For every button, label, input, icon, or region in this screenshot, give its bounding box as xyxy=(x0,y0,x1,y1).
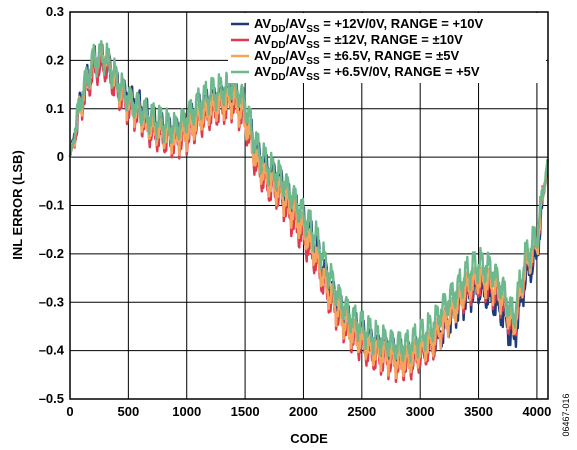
x-tick-label: 2000 xyxy=(289,404,318,419)
legend-label-part: AV xyxy=(254,32,271,47)
legend-label-part: SS xyxy=(306,72,320,83)
legend-label-part: DD xyxy=(271,72,285,83)
legend-label-part: DD xyxy=(271,24,285,35)
legend-label-part: SS xyxy=(306,56,320,67)
x-tick-label: 3000 xyxy=(406,404,435,419)
y-tick-label: –0.1 xyxy=(39,198,64,213)
legend-label-part: AV xyxy=(254,64,271,79)
legend-label-part: = ±6.5V, RANGE = ±5V xyxy=(320,48,460,63)
legend-label-part: /AV xyxy=(286,32,307,47)
x-tick-labels: 0 500 1000 1500 2000 2500 3000 3500 4000 xyxy=(66,404,551,419)
legend-label-part: = ±12V, RANGE = ±10V xyxy=(320,32,463,47)
y-tick-label: 0.1 xyxy=(46,101,64,116)
y-tick-label: 0.3 xyxy=(46,4,64,19)
x-tick-label: 0 xyxy=(66,404,73,419)
y-tick-label: –0.5 xyxy=(39,391,64,406)
legend-label-part: /AV xyxy=(286,16,307,31)
legend-label-part: = +6.5V/0V, RANGE = +5V xyxy=(320,64,480,79)
plot-frame xyxy=(69,11,549,400)
y-tick-label: –0.4 xyxy=(39,343,65,358)
y-tick-label: 0.2 xyxy=(46,52,64,67)
series-line xyxy=(68,40,549,364)
legend-label-part: SS xyxy=(306,40,320,51)
x-tick-label: 2500 xyxy=(347,404,376,419)
legend-label-part: AV xyxy=(254,16,271,31)
x-tick-label: 500 xyxy=(118,404,140,419)
y-tick-label: –0.3 xyxy=(39,294,64,309)
legend-label: AVDD/AVSS = +12V/0V, RANGE = +10V xyxy=(254,16,484,35)
series-lines xyxy=(68,40,549,383)
legend-label: AVDD/AVSS = +6.5V/0V, RANGE = +5V xyxy=(254,64,480,83)
series-line xyxy=(68,40,549,380)
y-tick-label: –0.2 xyxy=(39,246,64,261)
x-tick-label: 1500 xyxy=(231,404,260,419)
x-tick-label: 4000 xyxy=(522,404,551,419)
legend: AVDD/AVSS = +12V/0V, RANGE = +10VAVDD/AV… xyxy=(228,13,546,83)
x-axis-title: CODE xyxy=(290,431,328,446)
y-tick-label: 0 xyxy=(57,149,64,164)
x-tick-label: 3500 xyxy=(464,404,493,419)
figure-id: 06467-016 xyxy=(561,393,571,436)
legend-label: AVDD/AVSS = ±12V, RANGE = ±10V xyxy=(254,32,463,51)
legend-label-part: = +12V/0V, RANGE = +10V xyxy=(320,16,484,31)
legend-background xyxy=(228,13,546,83)
legend-label-part: /AV xyxy=(286,48,307,63)
legend-label-part: SS xyxy=(306,24,320,35)
x-tick-label: 1000 xyxy=(172,404,201,419)
legend-label-part: /AV xyxy=(286,64,307,79)
legend-label-part: DD xyxy=(271,40,285,51)
y-tick-labels: –0.5 –0.4 –0.3 –0.2 –0.1 0 0.1 0.2 0.3 xyxy=(39,4,65,406)
y-axis-title: INL ERROR (LSB) xyxy=(10,150,25,260)
legend-label-part: DD xyxy=(271,56,285,67)
legend-label: AVDD/AVSS = ±6.5V, RANGE = ±5V xyxy=(254,48,459,67)
legend-label-part: AV xyxy=(254,48,271,63)
